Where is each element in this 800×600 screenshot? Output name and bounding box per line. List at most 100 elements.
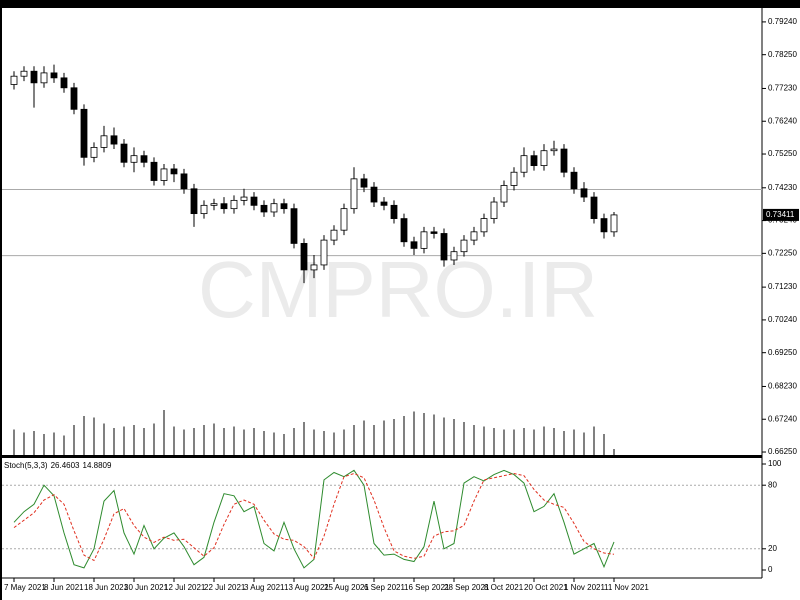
x-tick-label: 28 Sep 2021: [444, 583, 490, 592]
y-tick-label: 80: [768, 480, 777, 489]
candle-body: [30, 70, 38, 84]
candle-body: [110, 135, 118, 145]
candle-body: [580, 188, 588, 198]
y-tick-label: 0.67240: [768, 414, 797, 423]
candle-body: [590, 196, 598, 219]
candle-body: [170, 168, 178, 175]
x-tick-label: 8 Oct 2021: [484, 583, 524, 592]
candle-body: [410, 241, 418, 249]
candle-body: [210, 203, 218, 206]
x-tick-label: 7 May 2021: [4, 583, 46, 592]
candle-body: [310, 264, 318, 271]
x-tick-label: 12 Jul 2021: [164, 583, 206, 592]
candle-body: [460, 239, 468, 253]
indicator-name: Stoch(5,3,3): [4, 461, 48, 470]
y-tick-label: 0.69250: [768, 348, 797, 357]
y-tick-label: 0: [768, 565, 773, 574]
candle-body: [60, 77, 68, 89]
candle-body: [10, 75, 18, 85]
x-tick-label: 3 Aug 2021: [244, 583, 285, 592]
stoch-line: [13, 473, 615, 562]
candle-body: [430, 231, 438, 234]
candle-body: [550, 148, 558, 152]
candle-body: [330, 229, 338, 241]
candle-body: [190, 188, 198, 215]
candle-body: [510, 171, 518, 186]
candle-body: [530, 155, 538, 167]
indicator-signal-value: 14.8809: [83, 461, 112, 470]
stoch-line: [13, 469, 615, 569]
candle-body: [250, 196, 258, 206]
candle-body: [340, 208, 348, 231]
x-tick-label: 20 Oct 2021: [524, 583, 568, 592]
candle-body: [540, 150, 548, 167]
x-tick-label: 25 Aug 2021: [324, 583, 369, 592]
y-tick-label: 0.76240: [768, 116, 797, 125]
candle-body: [280, 203, 288, 210]
x-tick-label: 22 Jul 2021: [204, 583, 246, 592]
candle-body: [70, 87, 78, 110]
panel-separator: [2, 455, 762, 458]
candle-body: [50, 72, 58, 79]
candle-body: [140, 155, 148, 163]
left-border: [0, 0, 2, 600]
candle-body: [320, 239, 328, 266]
candle-body: [100, 135, 108, 148]
x-tick-label: 8 Jun 2021: [44, 583, 84, 592]
y-tick-label: 0.79240: [768, 17, 797, 26]
candle-body: [380, 201, 388, 206]
candle-body: [200, 204, 208, 215]
x-tick-label: 11 Nov 2021: [604, 583, 649, 592]
candle-body: [400, 218, 408, 243]
candle-body: [20, 70, 28, 77]
y-tick-label: 0.77230: [768, 84, 797, 93]
x-tick-label: 16 Sep 2021: [404, 583, 450, 592]
x-tick-label: 30 Jun 2021: [124, 583, 169, 592]
candle-body: [300, 243, 308, 271]
y-tick-label: 20: [768, 544, 777, 553]
candle-body: [570, 171, 578, 190]
candle-body: [600, 218, 608, 233]
candle-body: [520, 155, 528, 173]
candle-body: [500, 185, 508, 203]
candle-body: [150, 161, 158, 181]
candle-body: [420, 231, 428, 249]
candle-body: [260, 204, 268, 213]
candle-body: [90, 146, 98, 158]
x-tick-label: 18 Jun 2021: [84, 583, 129, 592]
candle-body: [440, 233, 448, 261]
y-tick-label: 0.66250: [768, 447, 797, 456]
top-bar: [0, 0, 800, 8]
candle-body: [290, 208, 298, 244]
candle-body: [560, 148, 568, 173]
y-tick-label: 0.75250: [768, 149, 797, 158]
plot: 0.79240 0.78250 0.77230 0.76240 0.75250 0.742…: [2, 17, 799, 592]
y-tick-label: 0.78250: [768, 50, 797, 59]
candle-body: [390, 204, 398, 219]
candle-body: [490, 201, 498, 219]
candle-body: [450, 251, 458, 261]
candle-body: [360, 178, 368, 188]
y-tick-label: 100: [768, 459, 782, 468]
candle-body: [270, 203, 278, 213]
candle-body: [370, 186, 378, 203]
candle-body: [40, 72, 48, 84]
price-label-box: [763, 208, 799, 221]
candle-body: [120, 143, 128, 163]
x-tick-label: 6 Sep 2021: [364, 583, 405, 592]
indicator-main-value: 26.4603: [51, 461, 80, 470]
candle-body: [240, 196, 248, 201]
candle-body: [220, 203, 228, 210]
watermark: CMPRO.IR: [198, 245, 598, 334]
y-tick-label: 0.70240: [768, 315, 797, 324]
current-price-label: 0.73411: [766, 210, 795, 219]
candle-body: [160, 168, 168, 181]
y-tick-label: 0.72250: [768, 248, 797, 257]
candle-body: [480, 218, 488, 233]
candle-body: [80, 108, 88, 158]
y-tick-label: 0.68230: [768, 382, 797, 391]
candle-body: [180, 173, 188, 190]
